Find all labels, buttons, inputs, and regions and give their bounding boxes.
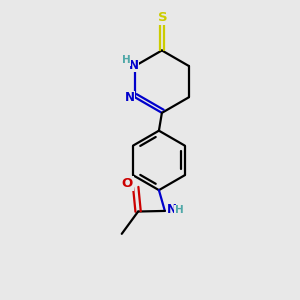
Text: H: H — [175, 205, 184, 215]
Text: O: O — [122, 177, 133, 190]
Text: H: H — [122, 55, 131, 65]
Text: S: S — [158, 11, 167, 24]
Text: N: N — [124, 91, 134, 104]
Text: N: N — [128, 58, 138, 72]
Text: N: N — [167, 202, 176, 216]
